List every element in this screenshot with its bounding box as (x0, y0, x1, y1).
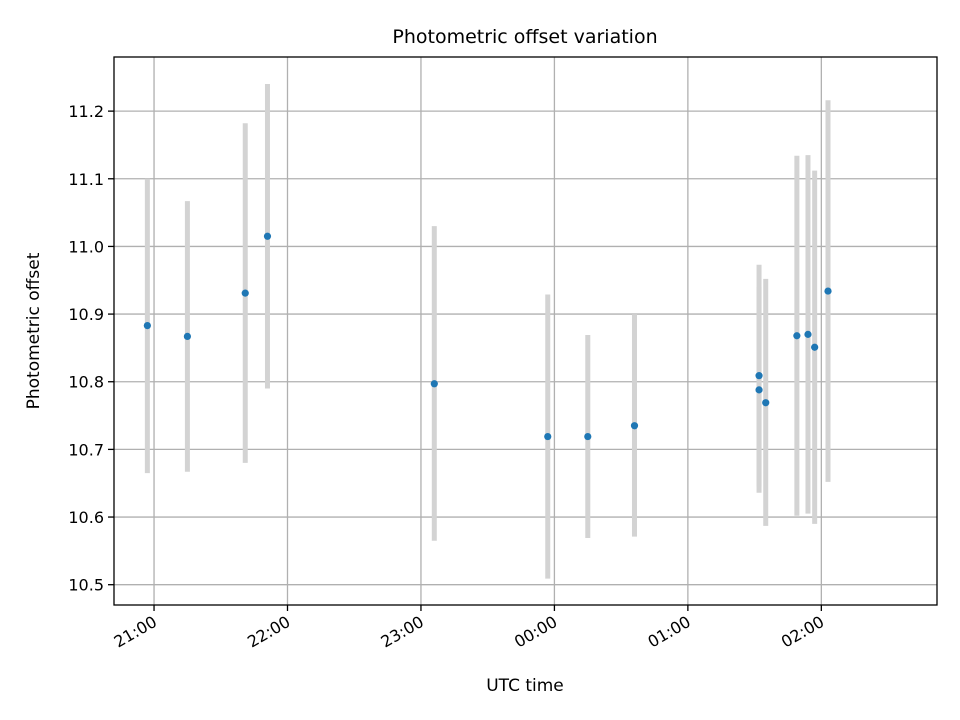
x-axis-label: UTC time (486, 676, 564, 696)
data-point (630, 422, 639, 430)
data-point (143, 321, 151, 330)
y-tick-label: 10.9 (68, 305, 104, 324)
y-tick-label: 11.2 (68, 102, 104, 121)
data-point (263, 232, 272, 240)
data-point (755, 372, 763, 380)
data-point (584, 432, 592, 441)
data-point (804, 330, 812, 338)
grid (114, 57, 937, 605)
plot-frame (113, 56, 938, 606)
data-point (811, 343, 819, 351)
y-tick-label: 10.8 (68, 373, 104, 392)
y-tick-label: 10.6 (68, 508, 104, 527)
y-axis-label: Photometric offset (24, 252, 44, 409)
y-tick-label: 10.5 (68, 576, 104, 595)
data-point (430, 380, 438, 388)
data-point (762, 399, 770, 407)
data-point (824, 287, 832, 295)
data-point (544, 432, 552, 441)
y-tick-label: 11.0 (68, 237, 104, 256)
data-points (143, 232, 832, 441)
y-tick-label: 10.7 (68, 440, 104, 459)
data-point (793, 332, 801, 340)
data-point (241, 289, 249, 297)
y-tick-label: 11.1 (68, 170, 104, 189)
data-point (183, 332, 192, 341)
chart-title: Photometric offset variation (392, 26, 657, 48)
data-point (755, 386, 763, 394)
